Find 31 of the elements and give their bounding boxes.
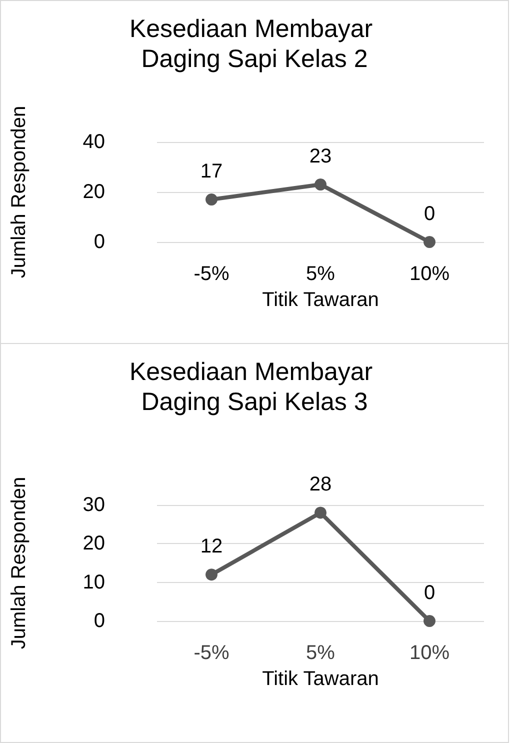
x-tick-label: -5%	[194, 263, 230, 285]
point	[314, 506, 326, 519]
x-axis-title: Titik Tawaran	[262, 668, 379, 690]
data-label: 28	[309, 474, 332, 496]
data-label: 0	[424, 203, 436, 225]
x-tick-label: 5%	[306, 642, 336, 664]
data-label: 17	[200, 160, 223, 182]
y-axis-title: Jumlah Responden	[8, 476, 30, 650]
y-tick-label: 0	[94, 610, 105, 632]
data-label: 23	[309, 146, 332, 168]
point	[206, 568, 218, 581]
y-tick-label: 20	[82, 181, 105, 203]
x-tick-label: -5%	[194, 642, 230, 664]
y-axis-title: Jumlah Responden	[8, 106, 30, 278]
x-tick-label: 10%	[409, 642, 450, 664]
point	[314, 178, 326, 190]
point	[424, 236, 436, 248]
x-tick-label: 10%	[409, 263, 450, 285]
data-label: 0	[424, 582, 436, 604]
chart-title: Kesediaan Membayar Daging Sapi Kelas 2	[129, 15, 380, 73]
y-tick-label: 10	[82, 571, 105, 594]
x-axis-title: Titik Tawaran	[262, 289, 379, 311]
y-tick-label: 0	[94, 231, 105, 253]
y-tick-label: 20	[82, 532, 105, 555]
data-label: 12	[200, 536, 223, 558]
y-tick-label: 30	[82, 494, 105, 516]
x-tick-label: 5%	[306, 263, 336, 285]
point	[206, 194, 218, 206]
chart-title: Kesediaan Membayar Daging Sapi Kelas 3	[129, 358, 380, 416]
point	[424, 615, 436, 627]
y-tick-label: 40	[82, 131, 105, 153]
